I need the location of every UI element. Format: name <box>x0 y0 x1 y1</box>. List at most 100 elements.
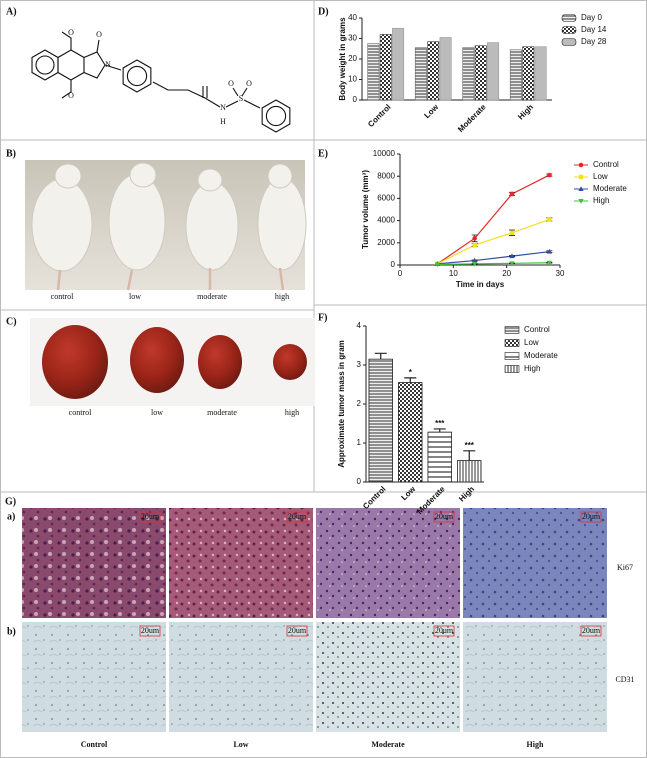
legend-swatch <box>561 38 577 46</box>
panel-label: A) <box>6 6 17 17</box>
legend-label: Low <box>524 338 539 347</box>
ring <box>83 51 106 79</box>
micrograph <box>22 508 166 618</box>
micrograph <box>463 622 607 732</box>
y-tick-label: 2 <box>357 399 362 408</box>
panel-label: G) <box>5 496 16 507</box>
panel-label: b) <box>7 626 16 637</box>
scale-bar-label: 20um <box>582 626 601 635</box>
legend-label: Control <box>593 160 619 169</box>
panel-label: C) <box>6 316 17 327</box>
atom: O <box>68 91 74 100</box>
bar <box>474 45 487 101</box>
marker <box>509 261 515 267</box>
x-tick-label: 20 <box>502 269 511 278</box>
ring <box>261 99 291 133</box>
x-axis-title: Time in days <box>456 280 505 289</box>
legend-swatch <box>504 352 520 360</box>
x-tick-label: Low <box>399 484 417 502</box>
atom: H <box>220 117 226 126</box>
y-axis-title: Tumor volume (mm³) <box>361 170 370 249</box>
y-tick-label: 0 <box>357 477 362 486</box>
y-tick-label: 20 <box>348 54 357 63</box>
bar <box>457 460 482 483</box>
scale-bar-label: 20um <box>582 512 601 521</box>
micrograph <box>316 622 460 732</box>
legend-label: High <box>524 364 540 373</box>
bar <box>522 46 535 101</box>
error-bar <box>463 450 476 461</box>
line <box>436 174 550 265</box>
marker <box>578 199 584 204</box>
row-label: CD31 <box>615 675 634 684</box>
y-tick-label: 30 <box>348 34 357 43</box>
marker <box>472 242 477 248</box>
ring <box>122 59 152 93</box>
y-tick-label: 8000 <box>377 171 395 180</box>
marker <box>434 262 440 268</box>
marker <box>472 261 478 267</box>
bar <box>398 382 423 483</box>
y-tick-label: 2000 <box>377 238 395 247</box>
scale-bar <box>139 625 161 637</box>
bar <box>367 43 380 101</box>
bar <box>414 47 427 101</box>
legend-swatch <box>504 326 520 334</box>
tumor-label: high <box>285 408 299 417</box>
scale-bar <box>433 511 455 523</box>
column-label: Control <box>81 740 108 749</box>
y-tick-label: 1 <box>357 438 362 447</box>
micrograph <box>169 508 313 618</box>
y-tick-label: 4000 <box>377 216 395 225</box>
bar <box>439 37 452 101</box>
column-label: Low <box>233 740 248 749</box>
x-tick-label: Low <box>422 102 440 120</box>
scale-bar <box>580 625 602 637</box>
bar <box>427 41 440 101</box>
marker <box>547 172 552 178</box>
bar <box>462 47 475 101</box>
bar <box>509 49 522 101</box>
bar <box>379 34 392 101</box>
significance-label: * <box>409 368 413 377</box>
significance-label: *** <box>435 419 445 428</box>
marker <box>509 191 515 197</box>
legend-label: Control <box>524 325 550 334</box>
marker <box>578 186 584 191</box>
scale-bar <box>286 625 308 637</box>
row-label: Ki67 <box>617 563 633 572</box>
legend-swatch <box>504 365 520 373</box>
atom: N <box>105 60 111 69</box>
panel-label: F) <box>318 312 327 323</box>
scale-bar-label: 20um <box>141 512 160 521</box>
marker <box>472 257 478 263</box>
scale-bar <box>433 625 455 637</box>
ring-inner <box>35 55 55 75</box>
mouse-label: control <box>51 292 74 301</box>
y-axis-title: Approximate tumor mass in gram <box>337 340 346 468</box>
scale-bar-label: 20um <box>288 512 307 521</box>
panel-label: a) <box>7 511 15 522</box>
marker <box>546 248 552 254</box>
y-tick-label: 4 <box>357 321 362 330</box>
legend-swatch <box>504 339 520 347</box>
chemical-structure: O N O O N H S O O <box>31 28 291 133</box>
scale-bar-label: 20um <box>141 626 160 635</box>
marker <box>509 253 515 259</box>
y-tick-label: 0 <box>391 260 396 269</box>
error-bar <box>374 352 387 360</box>
mice-photo <box>25 160 307 291</box>
scale-bar <box>139 511 161 523</box>
atom: O <box>68 28 74 37</box>
line <box>437 218 550 265</box>
x-tick-label: 0 <box>398 269 403 278</box>
line <box>437 251 550 265</box>
y-tick-label: 6000 <box>377 194 395 203</box>
ring-inner <box>265 105 287 127</box>
atom: S <box>239 94 243 103</box>
micrograph <box>316 508 460 618</box>
tumor-label: low <box>151 408 163 417</box>
mouse-label: high <box>275 292 289 301</box>
bar <box>487 42 500 101</box>
